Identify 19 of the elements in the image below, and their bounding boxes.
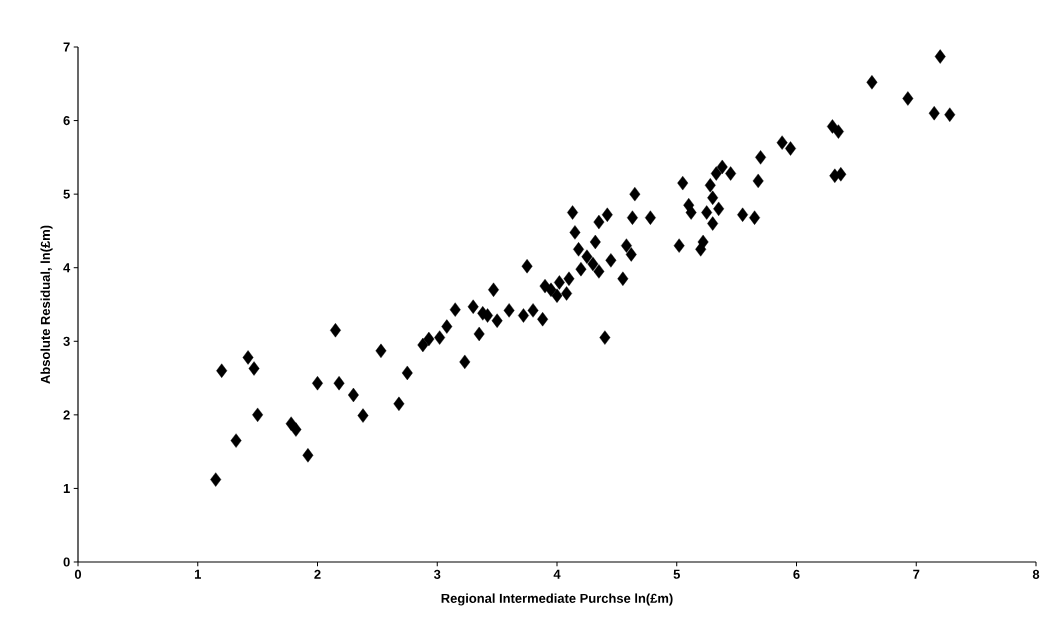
y-tick-label: 7 (63, 42, 70, 52)
x-axis-title: Regional Intermediate Purchse ln(£m) (441, 593, 673, 606)
y-tick-label: 5 (63, 189, 70, 199)
y-axis-title: Absolute Residual, ln(£m) (40, 225, 53, 384)
x-tick-label: 1 (194, 569, 201, 579)
x-tick-label: 4 (553, 569, 561, 579)
y-tick-label: 2 (63, 410, 70, 420)
y-tick-label: 6 (63, 115, 70, 126)
y-tick-label: 0 (63, 557, 70, 567)
x-tick-label: 0 (74, 569, 82, 579)
x-tick-label: 2 (314, 569, 321, 579)
x-tick-label: 5 (673, 569, 680, 579)
x-tick-label: 6 (793, 569, 800, 579)
y-tick-label: 3 (63, 336, 70, 346)
x-tick-label: 3 (433, 569, 441, 579)
y-tick-label: 4 (63, 263, 71, 273)
y-tick-label: 1 (63, 483, 70, 493)
x-tick-label: 7 (913, 569, 920, 579)
x-tick-label: 8 (1032, 569, 1040, 579)
